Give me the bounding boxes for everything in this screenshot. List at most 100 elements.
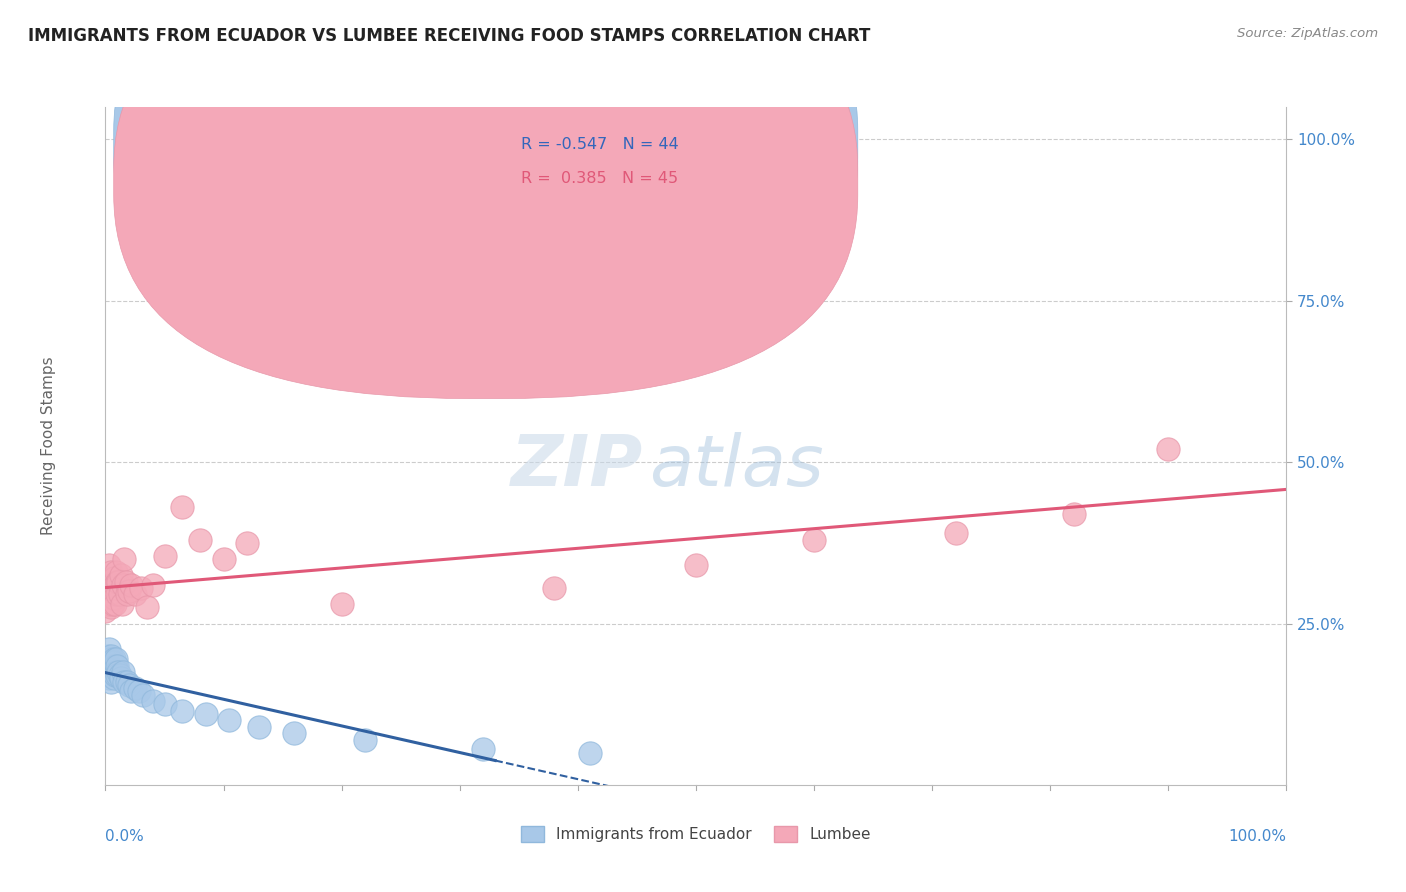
Point — [105, 658, 128, 673]
Text: Source: ZipAtlas.com: Source: ZipAtlas.com — [1237, 27, 1378, 40]
Point — [112, 552, 135, 566]
Point — [103, 571, 125, 585]
Point — [97, 668, 120, 682]
Point — [107, 665, 129, 679]
Point — [118, 584, 141, 599]
Point — [172, 500, 194, 515]
Text: R =  0.385   N = 45: R = 0.385 N = 45 — [522, 170, 678, 186]
Point — [1063, 507, 1085, 521]
Point — [1157, 442, 1180, 457]
FancyBboxPatch shape — [114, 0, 858, 361]
Point — [142, 578, 165, 592]
Point — [129, 581, 152, 595]
Point — [98, 642, 121, 657]
Point — [543, 581, 565, 595]
Point — [98, 662, 121, 676]
Point — [105, 565, 128, 579]
Point — [98, 578, 121, 592]
Point — [98, 587, 121, 601]
Text: Receiving Food Stamps: Receiving Food Stamps — [41, 357, 56, 535]
Point — [98, 658, 121, 673]
Point — [120, 578, 142, 592]
Point — [172, 704, 194, 718]
Point — [101, 655, 124, 669]
Point — [97, 587, 120, 601]
Point — [104, 668, 127, 682]
Point — [472, 742, 495, 756]
Point — [218, 714, 240, 728]
Point — [685, 558, 707, 573]
Legend: Immigrants from Ecuador, Lumbee: Immigrants from Ecuador, Lumbee — [515, 821, 877, 848]
Point — [128, 684, 150, 698]
Point — [96, 665, 118, 679]
Point — [96, 658, 118, 673]
Point — [100, 565, 122, 579]
Point — [105, 665, 128, 679]
Point — [132, 688, 155, 702]
Point — [153, 698, 176, 712]
Point — [103, 672, 125, 686]
Point — [100, 648, 122, 663]
Point — [97, 597, 120, 611]
Point — [105, 587, 128, 601]
Point — [330, 597, 353, 611]
Point — [101, 581, 124, 595]
Point — [111, 597, 134, 611]
Point — [188, 533, 211, 547]
Point — [118, 678, 141, 692]
Point — [108, 587, 131, 601]
Point — [103, 652, 125, 666]
Point — [104, 658, 127, 673]
Point — [100, 674, 122, 689]
Point — [101, 597, 124, 611]
Point — [124, 681, 146, 695]
Point — [105, 574, 128, 589]
Point — [354, 732, 377, 747]
Point — [115, 674, 138, 689]
Point — [112, 665, 135, 679]
Point — [114, 574, 136, 589]
Point — [105, 668, 128, 682]
Point — [112, 578, 135, 592]
Point — [153, 549, 176, 563]
FancyBboxPatch shape — [114, 0, 858, 399]
Text: IMMIGRANTS FROM ECUADOR VS LUMBEE RECEIVING FOOD STAMPS CORRELATION CHART: IMMIGRANTS FROM ECUADOR VS LUMBEE RECEIV… — [28, 27, 870, 45]
Point — [98, 558, 121, 573]
Text: ZIP: ZIP — [510, 432, 643, 500]
Point — [97, 648, 120, 663]
Point — [101, 665, 124, 679]
Point — [98, 597, 121, 611]
Point — [124, 587, 146, 601]
Point — [103, 591, 125, 605]
Point — [94, 652, 117, 666]
Point — [142, 694, 165, 708]
Point — [945, 526, 967, 541]
Point — [110, 672, 132, 686]
Point — [104, 597, 127, 611]
Text: 100.0%: 100.0% — [1229, 829, 1286, 844]
Point — [283, 726, 305, 740]
Text: atlas: atlas — [648, 432, 824, 500]
Point — [236, 536, 259, 550]
Point — [100, 600, 122, 615]
Point — [112, 674, 135, 689]
FancyBboxPatch shape — [441, 114, 779, 212]
Point — [110, 568, 132, 582]
Point — [578, 746, 600, 760]
Point — [803, 533, 825, 547]
Point — [94, 604, 117, 618]
Point — [98, 672, 121, 686]
Point — [120, 684, 142, 698]
Text: R = -0.547   N = 44: R = -0.547 N = 44 — [522, 136, 679, 152]
Text: 0.0%: 0.0% — [105, 829, 145, 844]
Point — [98, 652, 121, 666]
Point — [115, 587, 138, 601]
Point — [194, 706, 217, 721]
Point — [107, 574, 129, 589]
Point — [100, 665, 122, 679]
Point — [96, 584, 118, 599]
Point — [247, 720, 270, 734]
Point — [135, 600, 157, 615]
Point — [212, 552, 235, 566]
Point — [105, 652, 128, 666]
